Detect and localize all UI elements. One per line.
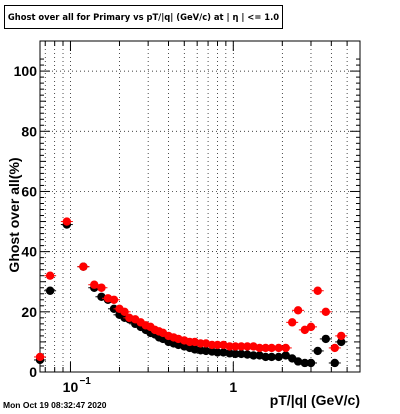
data-point-series-2 [62,217,72,226]
data-point-series-2 [243,342,252,351]
y-tick-label: 0 [29,364,37,380]
chart-title: Ghost over all for Primary vs pT/|q| (Ge… [4,5,283,29]
data-point-series-2 [35,352,45,362]
y-tick-label: 100 [14,63,38,79]
y-tick-label: 60 [21,183,37,199]
y-tick-label: 80 [21,123,37,139]
plot-frame [39,40,361,373]
data-point-series-2 [281,343,290,353]
data-point-series-1 [330,358,339,368]
data-point-series-1 [97,292,106,301]
data-point-series-1 [45,286,55,295]
data-point-series-2 [109,295,119,304]
data-point-series-1 [219,348,228,357]
timestamp: Mon Oct 19 08:32:47 2020 [3,400,107,410]
data-point-series-2 [293,306,303,315]
data-point-series-1 [261,352,270,362]
data-point-series-1 [306,358,316,368]
data-point-series-1 [237,349,246,359]
data-point-series-2 [261,343,270,353]
data-point-series-1 [337,337,346,347]
data-point-series-2 [79,262,88,271]
data-point-series-1 [249,351,258,360]
data-point-series-1 [300,358,310,368]
data-point-series-2 [313,286,322,295]
data-point-series-1 [267,352,276,362]
x-tick-label: 10 [63,379,79,395]
data-point-series-1 [281,351,290,360]
data-point-series-1 [293,357,303,366]
data-point-series-2 [255,343,264,353]
y-tick-label: 20 [21,304,37,320]
data-point-series-2 [90,280,99,289]
data-point-series-2 [120,307,129,317]
data-point-series-1 [313,346,322,356]
data-point-series-2 [267,343,276,353]
data-point-series-2 [45,271,55,280]
data-point-series-2 [337,331,346,341]
data-point-series-1 [321,334,331,344]
data-point-series-2 [237,342,246,351]
data-point-series-2 [274,343,283,353]
y-axis-label: Ghost over all(%) [6,157,22,273]
x-tick-label: 1 [229,379,237,395]
data-point-series-2 [287,318,297,327]
x-tick-label-exponent: −1 [79,376,91,387]
data-point-series-2 [97,283,106,292]
data-point-series-2 [306,322,316,332]
data-point-series-2 [321,307,331,317]
x-axis-label: pT/|q| (GeV/c) [269,392,360,408]
data-point-series-1 [274,352,283,362]
y-tick-label: 40 [21,244,37,260]
data-point-series-2 [330,343,339,353]
